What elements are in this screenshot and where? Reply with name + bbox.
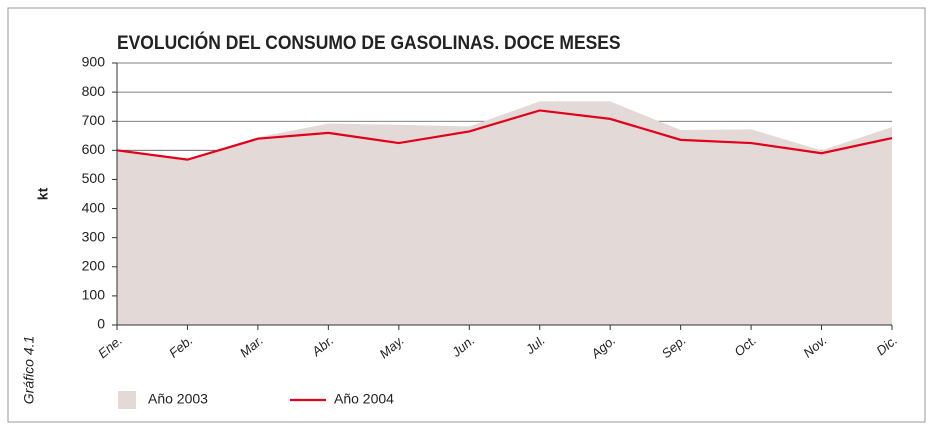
x-tick-label: Jun. [448,332,477,360]
legend-label: Año 2003 [148,391,208,407]
y-tick-label: 700 [82,112,106,128]
area [117,101,892,325]
x-tick-label: Sep. [659,332,689,361]
y-tick-label: 400 [82,199,106,215]
y-tick-label: 200 [82,257,106,273]
x-tick-label: Oct. [731,332,759,359]
x-tick-label: Feb. [166,332,196,360]
side-label: Gráfico 4.1 [21,336,37,404]
y-tick-label: 500 [82,170,106,186]
x-tick-label: May. [376,332,406,361]
y-tick-label: 0 [97,316,105,332]
legend-swatch [118,391,136,409]
x-tick-label: Mar. [237,332,266,360]
x-tick-label: Jul. [522,332,548,357]
y-tick-label: 100 [82,287,106,303]
legend-label: Año 2004 [334,391,394,407]
y-tick-label: 300 [82,228,106,244]
y-tick-label: 600 [82,141,106,157]
x-tick-label: Dic. [873,332,900,358]
frame [7,7,926,423]
x-tick-label: Nov. [800,332,829,360]
x-tick-label: Ago. [587,332,618,361]
chart-title: EVOLUCIÓN DEL CONSUMO DE GASOLINAS. DOCE… [117,31,621,53]
y-tick-label: 900 [82,54,106,70]
y-axis-label: kt [35,187,51,200]
x-tick-label: Ene. [95,332,125,361]
x-tick-label: Abr. [308,332,336,359]
y-tick-label: 800 [82,83,106,99]
line [116,109,893,161]
